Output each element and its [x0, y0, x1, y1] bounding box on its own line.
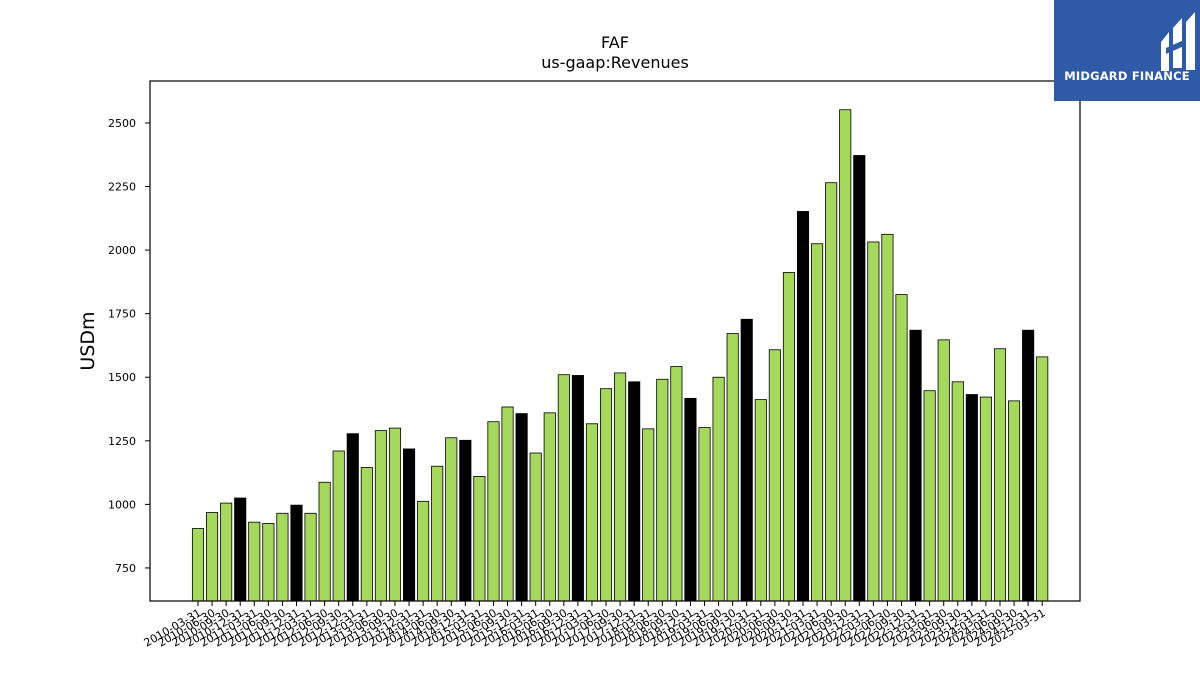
bar-2021-03-31: [811, 243, 824, 602]
bar-2019-06-30: [712, 376, 725, 602]
bar-2021-06-30: [825, 182, 838, 602]
bar-2025-03-31: [1036, 356, 1049, 602]
bar-2023-09-30: [951, 381, 964, 602]
bar-2017-12-31: [628, 381, 641, 602]
bar-2010-03-31: [191, 528, 205, 602]
bar-2019-12-31: [740, 318, 753, 602]
bar-2012-03-31: [304, 512, 317, 602]
bars-group: [191, 109, 1049, 602]
bar-2024-06-30: [993, 348, 1007, 602]
bar-2022-12-31: [909, 329, 922, 602]
bar-2013-12-31: [402, 448, 416, 602]
bar-2014-09-30: [445, 437, 458, 602]
plot-frame: [149, 80, 1081, 602]
bar-2012-12-31: [346, 433, 359, 602]
bar-2019-03-31: [698, 427, 711, 602]
bar-2011-09-30: [276, 512, 289, 602]
bar-2015-03-31: [473, 475, 486, 602]
bar-2013-03-31: [360, 467, 373, 602]
bar-2016-12-31: [571, 375, 584, 602]
y-tick-label: 1500: [108, 371, 136, 384]
bar-2018-09-30: [670, 366, 683, 602]
bar-2019-09-30: [726, 333, 739, 602]
bar-2020-03-31: [754, 399, 767, 602]
bar-2016-09-30: [557, 374, 570, 602]
bar-2010-06-30: [206, 512, 219, 602]
bar-2020-12-31: [796, 211, 810, 602]
bar-2018-12-31: [684, 397, 697, 602]
bar-2024-09-30: [1008, 400, 1021, 602]
bar-2012-06-30: [318, 481, 331, 602]
bar-2017-03-31: [585, 423, 599, 602]
logo-wordmark: MIDGARD FINANCE: [1064, 69, 1190, 83]
bar-2020-06-30: [768, 349, 781, 602]
logo-mark-icon: [1161, 12, 1195, 71]
bar-2024-03-31: [979, 396, 992, 602]
bar-2016-03-31: [529, 452, 542, 602]
y-tick-label: 750: [115, 562, 136, 575]
bar-2023-12-31: [965, 394, 978, 602]
bar-2014-12-31: [459, 439, 472, 602]
chart-subtitle: us-gaap:Revenues: [541, 53, 689, 72]
bar-2016-06-30: [543, 412, 556, 602]
bar-2017-09-30: [614, 372, 627, 602]
bar-2014-06-30: [431, 465, 444, 602]
bar-2010-09-30: [220, 502, 233, 602]
bar-2023-03-31: [923, 390, 936, 602]
bar-2022-03-31: [867, 241, 880, 602]
bar-2023-06-30: [937, 339, 950, 602]
chart-title: FAF: [601, 33, 629, 52]
y-tick-label: 2000: [108, 244, 136, 257]
bar-2022-06-30: [881, 233, 894, 602]
y-tick-label: 2250: [108, 181, 136, 194]
brand-logo: MIDGARD FINANCE: [1054, 0, 1200, 101]
bar-2011-03-31: [248, 521, 261, 602]
bar-2015-06-30: [487, 421, 500, 602]
bar-2013-09-30: [388, 427, 402, 602]
y-tick-label: 1750: [108, 308, 136, 321]
x-axis-ticks: 2010-03-312010-06-302010-09-302010-12-31…: [142, 601, 1048, 650]
bar-2021-09-30: [839, 109, 852, 602]
bar-2017-06-30: [599, 388, 613, 602]
bar-2018-03-31: [642, 428, 655, 602]
bar-2014-03-31: [417, 500, 430, 602]
bar-2024-12-31: [1022, 329, 1035, 602]
bar-2018-06-30: [656, 378, 669, 602]
bar-2012-09-30: [332, 450, 345, 602]
bar-2010-12-31: [234, 497, 247, 602]
y-axis-ticks: 750 1000 1250 1500 1750 2000 2250 2500: [108, 117, 150, 575]
y-tick-label: 1000: [108, 498, 136, 511]
y-tick-label: 2500: [108, 117, 136, 130]
y-axis-label: USDm: [77, 311, 99, 370]
bar-2013-06-30: [374, 430, 387, 602]
bar-2021-12-31: [853, 155, 866, 602]
y-tick-label: 1250: [108, 435, 136, 448]
bar-2015-12-31: [515, 413, 528, 602]
bar-2022-09-30: [895, 294, 908, 602]
bar-2020-09-30: [782, 272, 795, 602]
bar-2011-06-30: [262, 523, 275, 602]
bar-2011-12-31: [290, 504, 303, 602]
bar-2015-09-30: [501, 406, 514, 602]
